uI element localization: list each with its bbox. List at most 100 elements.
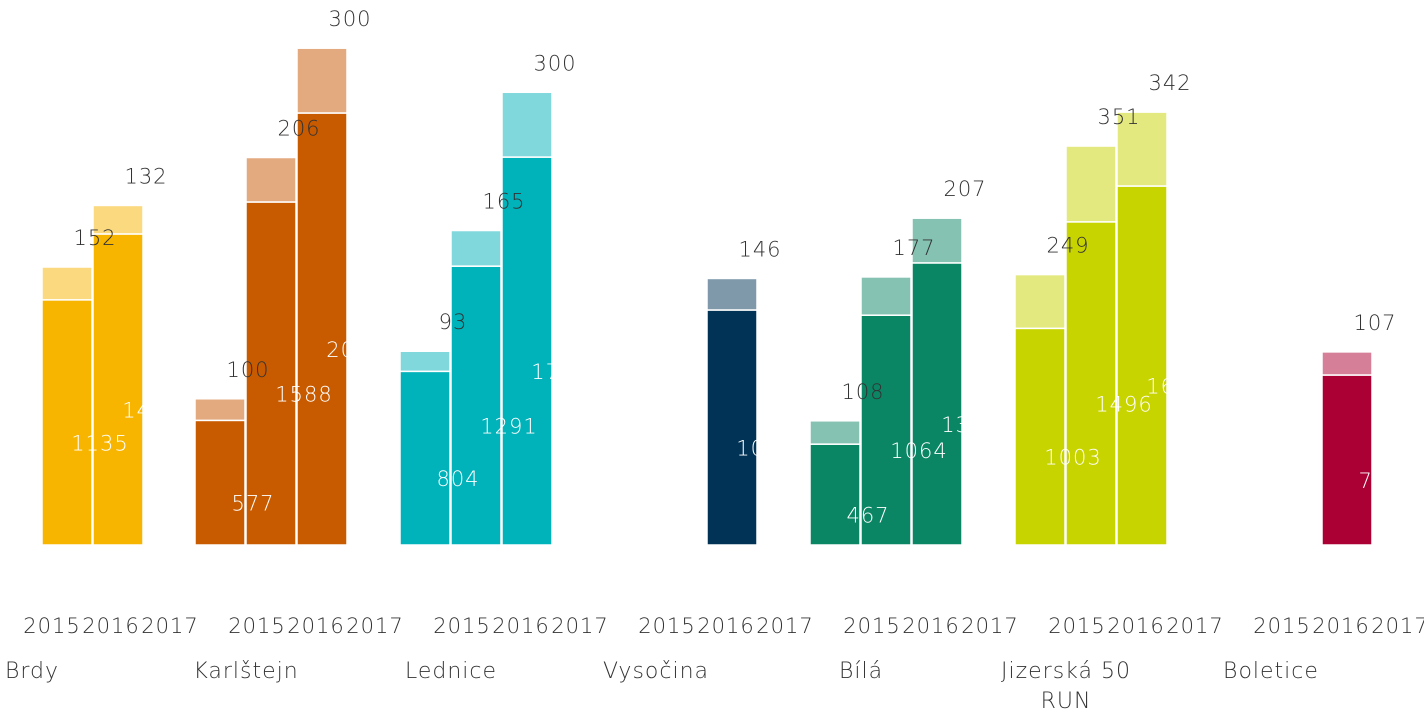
- bar-top: [296, 47, 348, 114]
- base-labels: 804 1291 1796: [436, 360, 588, 491]
- bar-base: [911, 262, 963, 546]
- base-label: 1291: [480, 415, 537, 439]
- x-tick-label: 2015: [843, 614, 900, 638]
- group-label: Brdy: [4, 659, 60, 684]
- bar-base: [706, 309, 758, 546]
- bar-top: [809, 420, 861, 445]
- x-tick-label: 2016: [1312, 614, 1369, 638]
- bar-base: [501, 156, 553, 546]
- x-tick-label: 2017: [346, 614, 403, 638]
- base-labels: 577 1588 2000: [231, 338, 383, 516]
- x-tick-label: 2017: [756, 614, 813, 638]
- base-label: 577: [231, 492, 274, 516]
- bar-base: [1014, 327, 1066, 546]
- group-label: Karlštejn: [193, 659, 299, 684]
- bar-base: [450, 265, 502, 546]
- group-label: Vysočina: [602, 659, 710, 684]
- x-tick-label: 2017: [551, 614, 608, 638]
- x-tick-label: 2015: [1048, 614, 1105, 638]
- x-tick-label: 2015: [1253, 614, 1310, 638]
- top-label: 249: [1046, 234, 1089, 258]
- bar-base: [245, 201, 297, 546]
- top-label: 177: [892, 236, 935, 260]
- x-tick-label: 2015: [433, 614, 490, 638]
- top-label: 152: [73, 226, 116, 250]
- bar-group: [399, 91, 553, 546]
- group-label: Lednice: [404, 659, 498, 684]
- bar-base: [860, 314, 912, 546]
- base-label: 2000: [326, 338, 383, 362]
- base-label: 467: [846, 504, 889, 528]
- base-label: 1064: [890, 439, 947, 463]
- bar-top: [706, 277, 758, 311]
- bar-base: [1116, 185, 1168, 546]
- x-tick-label: 2016: [697, 614, 754, 638]
- x-tick-label: 2017: [961, 614, 1018, 638]
- bar-base: [399, 370, 451, 546]
- group-label: Bílá: [838, 659, 884, 684]
- base-label: 787: [1358, 469, 1401, 493]
- bar-group: [41, 204, 144, 546]
- x-tick-label: 2017: [1166, 614, 1223, 638]
- top-label: 132: [124, 164, 167, 188]
- group-label: Boletice: [1223, 659, 1319, 684]
- base-labels: 1135 1440: [71, 398, 179, 455]
- bar-group: [809, 217, 963, 546]
- top-label: 108: [841, 380, 884, 404]
- bar-top: [911, 217, 963, 264]
- top-label: 300: [328, 7, 371, 31]
- x-tick-label: 2015: [23, 614, 80, 638]
- base-label: 1135: [71, 431, 128, 455]
- x-tick-label: 2016: [902, 614, 959, 638]
- base-label: 1496: [1095, 392, 1152, 416]
- bar-group: [1321, 351, 1373, 546]
- top-label: 342: [1148, 71, 1191, 95]
- top-label: 100: [226, 358, 269, 382]
- base-label: 1306: [941, 413, 998, 437]
- bar-top: [245, 156, 297, 203]
- bar-top: [860, 276, 912, 316]
- base-label: 1088: [736, 436, 793, 460]
- base-labels: 787: [1358, 469, 1401, 493]
- base-label: 1440: [122, 398, 179, 422]
- bar-base: [1321, 374, 1373, 546]
- top-label: 206: [277, 116, 320, 140]
- base-label: 1662: [1146, 375, 1203, 399]
- base-labels: 1088: [736, 436, 793, 460]
- bar-base: [41, 299, 93, 546]
- bar-top: [450, 229, 502, 267]
- bar-base: [296, 112, 348, 546]
- x-tick-label: 2017: [1371, 614, 1424, 638]
- top-label: 146: [738, 237, 781, 261]
- x-tick-label: 2016: [287, 614, 344, 638]
- bar-top: [501, 91, 553, 158]
- x-tick-label: 2015: [228, 614, 285, 638]
- bar-base: [92, 233, 144, 546]
- x-tick-label: 2015: [638, 614, 695, 638]
- group-label: Jizerská 50 RUN: [1000, 659, 1131, 714]
- top-label: 93: [439, 310, 468, 334]
- base-label: 1796: [531, 360, 588, 384]
- base-label: 1003: [1044, 446, 1101, 470]
- bar-top: [92, 204, 144, 235]
- bar-group: [1014, 111, 1168, 546]
- bar-top: [1321, 351, 1373, 376]
- x-tick-label: 2016: [82, 614, 139, 638]
- bar-top: [399, 350, 451, 373]
- base-label: 1588: [275, 382, 332, 406]
- top-label: 165: [482, 190, 525, 214]
- x-tick-label: 2016: [1107, 614, 1164, 638]
- bar-base: [809, 443, 861, 546]
- top-label: 300: [533, 51, 576, 75]
- bar-top: [1116, 111, 1168, 187]
- bar-group: [706, 277, 758, 546]
- x-tick-label: 2017: [141, 614, 198, 638]
- bar-group: [194, 47, 348, 546]
- bar-top: [41, 266, 93, 301]
- bar-top: [194, 398, 246, 422]
- top-label: 351: [1097, 105, 1140, 129]
